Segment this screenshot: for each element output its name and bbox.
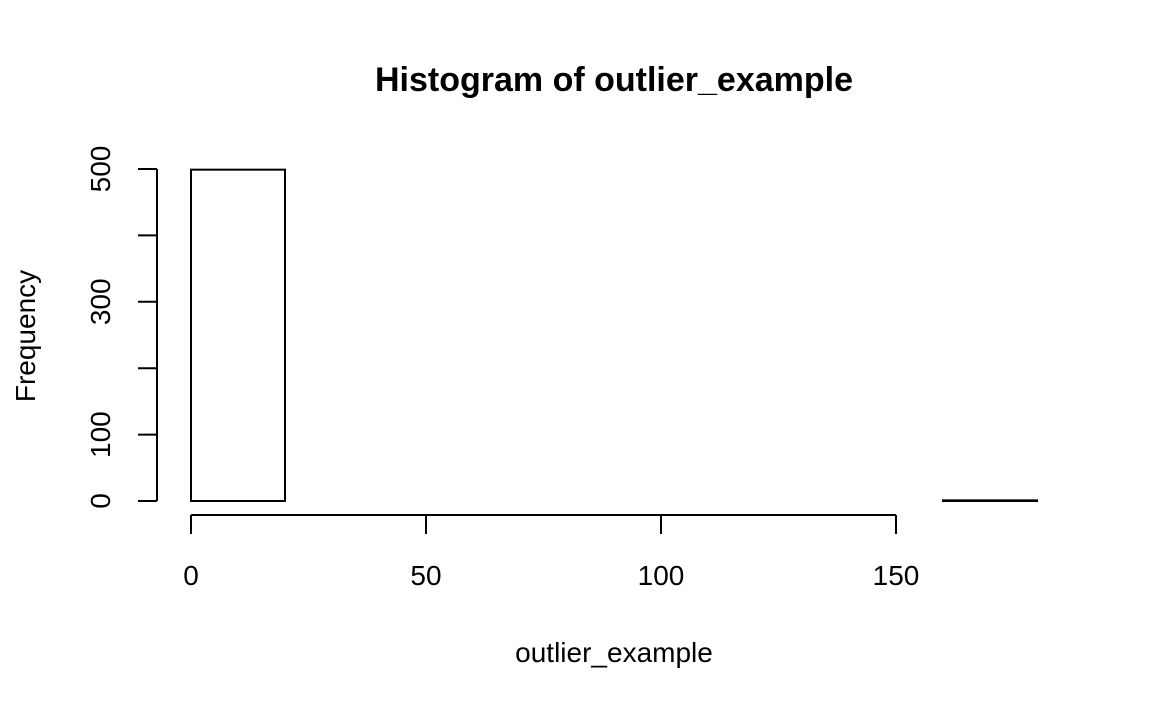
- chart-title: Histogram of outlier_example: [375, 61, 853, 99]
- x-tick-label: 0: [183, 560, 199, 591]
- x-axis: 0 50 100 150: [183, 514, 920, 591]
- y-tick-label: 0: [85, 493, 116, 509]
- histogram-bar-8: [942, 499, 1038, 502]
- y-tick-label: 100: [85, 411, 116, 458]
- x-tick-label: 50: [410, 560, 441, 591]
- y-tick-label: 300: [85, 278, 116, 325]
- x-axis-label: outlier_example: [515, 637, 713, 668]
- bars-group: [190, 168, 1038, 502]
- y-tick-label: 500: [85, 146, 116, 193]
- x-tick-label: 100: [638, 560, 685, 591]
- y-axis-label: Frequency: [10, 270, 41, 402]
- x-tick-label: 150: [873, 560, 920, 591]
- y-axis: 0 100 300 500: [85, 146, 158, 509]
- histogram-bar-0: [190, 168, 286, 502]
